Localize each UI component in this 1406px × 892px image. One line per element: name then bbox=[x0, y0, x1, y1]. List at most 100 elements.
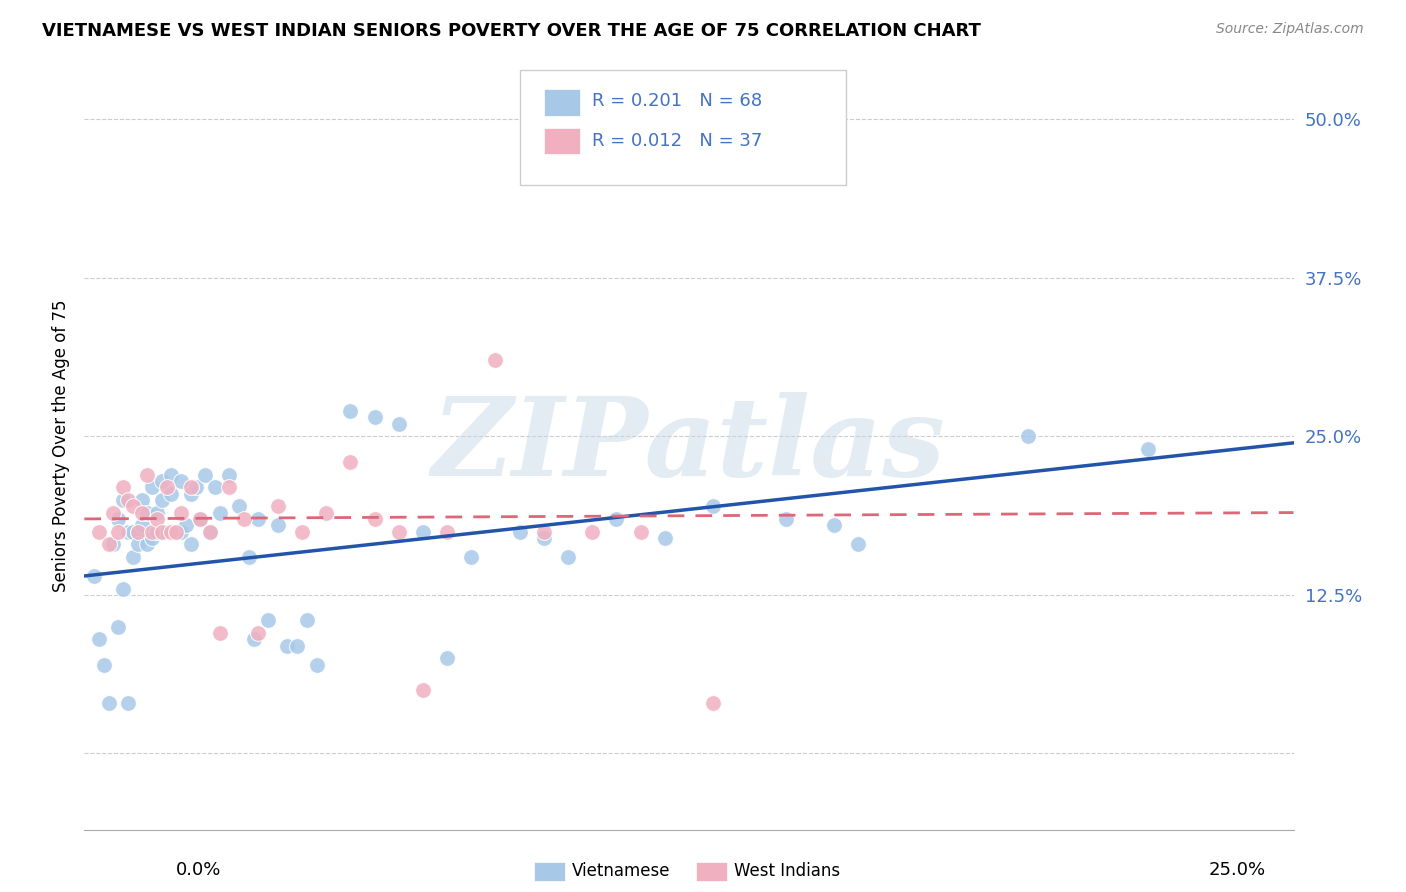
Point bbox=[204, 480, 226, 494]
Point bbox=[267, 518, 290, 533]
Point bbox=[155, 480, 177, 494]
Point bbox=[315, 506, 337, 520]
Point bbox=[127, 537, 149, 551]
Point bbox=[150, 524, 173, 539]
Point bbox=[247, 626, 270, 640]
Point bbox=[654, 531, 676, 545]
Text: West Indians: West Indians bbox=[734, 863, 839, 880]
Point bbox=[180, 537, 202, 551]
Point bbox=[339, 455, 361, 469]
Point bbox=[103, 537, 125, 551]
Point bbox=[218, 467, 240, 482]
Point bbox=[285, 639, 308, 653]
Point bbox=[533, 531, 555, 545]
Point bbox=[160, 524, 183, 539]
Text: Source: ZipAtlas.com: Source: ZipAtlas.com bbox=[1216, 22, 1364, 37]
Point bbox=[247, 512, 270, 526]
Point bbox=[581, 524, 603, 539]
FancyBboxPatch shape bbox=[520, 70, 846, 186]
Point bbox=[121, 524, 143, 539]
Point bbox=[131, 518, 153, 533]
Point bbox=[823, 518, 845, 533]
Point bbox=[276, 639, 298, 653]
Point bbox=[180, 480, 202, 494]
Point bbox=[170, 524, 193, 539]
Point bbox=[1137, 442, 1160, 457]
Point bbox=[775, 512, 797, 526]
Point bbox=[388, 417, 411, 431]
Point bbox=[103, 506, 125, 520]
Point bbox=[363, 512, 385, 526]
Point bbox=[218, 480, 240, 494]
Point bbox=[557, 549, 579, 564]
Point bbox=[363, 410, 385, 425]
Point bbox=[107, 524, 129, 539]
Point bbox=[165, 524, 187, 539]
Point bbox=[170, 506, 193, 520]
Point bbox=[97, 537, 120, 551]
Text: Vietnamese: Vietnamese bbox=[572, 863, 671, 880]
Point bbox=[194, 467, 217, 482]
Point bbox=[160, 486, 183, 500]
Point bbox=[165, 524, 187, 539]
Point bbox=[121, 549, 143, 564]
Point bbox=[198, 524, 221, 539]
Point bbox=[484, 353, 506, 368]
Point bbox=[305, 657, 328, 672]
Point bbox=[533, 524, 555, 539]
Point bbox=[267, 500, 290, 514]
Point bbox=[112, 582, 135, 596]
Point bbox=[412, 524, 434, 539]
Point bbox=[846, 537, 869, 551]
Point bbox=[238, 549, 260, 564]
Point bbox=[295, 613, 318, 627]
Point bbox=[339, 404, 361, 418]
Point bbox=[117, 524, 139, 539]
Point bbox=[107, 512, 129, 526]
Point bbox=[208, 506, 231, 520]
Point bbox=[127, 524, 149, 539]
Point bbox=[174, 518, 197, 533]
Point bbox=[208, 626, 231, 640]
Point bbox=[228, 500, 250, 514]
Point bbox=[257, 613, 280, 627]
Point bbox=[107, 620, 129, 634]
Point bbox=[127, 524, 149, 539]
Text: 0.0%: 0.0% bbox=[176, 861, 221, 879]
Point bbox=[509, 524, 531, 539]
Point bbox=[242, 632, 264, 647]
FancyBboxPatch shape bbox=[544, 89, 581, 116]
Point bbox=[117, 492, 139, 507]
Point bbox=[112, 492, 135, 507]
Point bbox=[198, 524, 221, 539]
Point bbox=[141, 524, 163, 539]
Point bbox=[136, 506, 159, 520]
Text: R = 0.012   N = 37: R = 0.012 N = 37 bbox=[592, 132, 762, 150]
Point bbox=[87, 632, 110, 647]
Point bbox=[87, 524, 110, 539]
Text: VIETNAMESE VS WEST INDIAN SENIORS POVERTY OVER THE AGE OF 75 CORRELATION CHART: VIETNAMESE VS WEST INDIAN SENIORS POVERT… bbox=[42, 22, 981, 40]
Point bbox=[160, 467, 183, 482]
Point bbox=[131, 492, 153, 507]
Point bbox=[131, 506, 153, 520]
Point bbox=[136, 537, 159, 551]
Point bbox=[146, 524, 169, 539]
Point bbox=[190, 512, 212, 526]
Point bbox=[150, 474, 173, 488]
Point bbox=[630, 524, 652, 539]
Text: ZIPatlas: ZIPatlas bbox=[432, 392, 946, 500]
Point bbox=[97, 696, 120, 710]
Point bbox=[146, 512, 169, 526]
Point bbox=[146, 506, 169, 520]
Point bbox=[155, 524, 177, 539]
Point bbox=[141, 480, 163, 494]
Point bbox=[605, 512, 627, 526]
Point bbox=[291, 524, 314, 539]
Point bbox=[117, 696, 139, 710]
Point bbox=[436, 524, 458, 539]
Point bbox=[150, 492, 173, 507]
Point bbox=[121, 500, 143, 514]
Y-axis label: Seniors Poverty Over the Age of 75: Seniors Poverty Over the Age of 75 bbox=[52, 300, 70, 592]
Point bbox=[170, 474, 193, 488]
Point bbox=[412, 683, 434, 698]
